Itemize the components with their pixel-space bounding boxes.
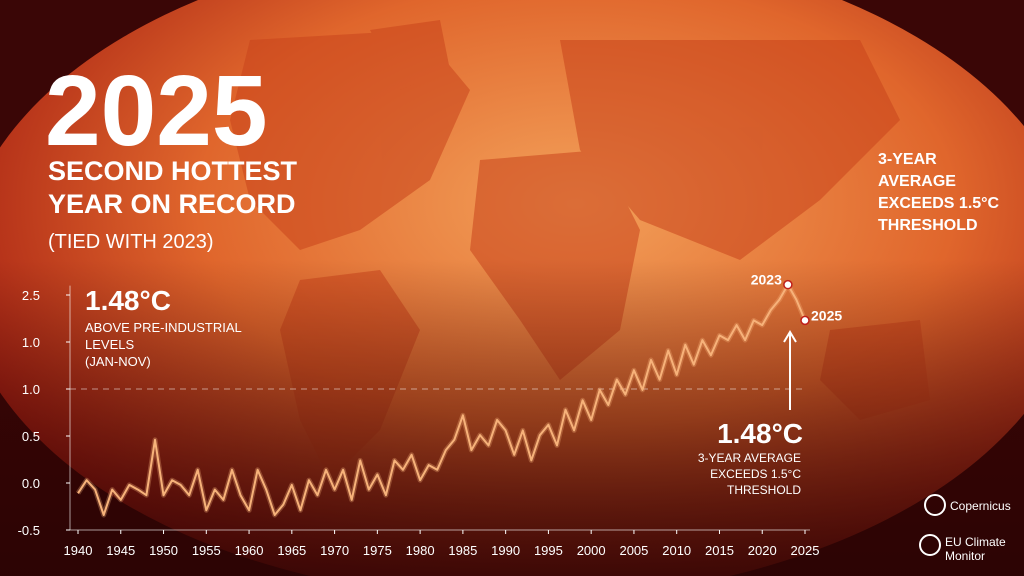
x-tick-label: 1985 [448,543,477,558]
side-callout: 3-YEAR [878,151,937,168]
x-tick-label: 2015 [705,543,734,558]
logo-text: Monitor [945,549,985,563]
headline-note: (TIED WITH 2023) [48,231,214,253]
x-tick-label: 1940 [64,543,93,558]
x-tick-label: 1990 [491,543,520,558]
bottom-line: 3-YEAR AVERAGE [698,451,801,465]
x-tick-label: 1950 [149,543,178,558]
side-callout: THRESHOLD [878,217,978,234]
x-tick-label: 1960 [235,543,264,558]
logo-text: EU Climate [945,535,1006,549]
headline-line: YEAR ON RECORD [48,189,296,219]
logo-icon [919,534,941,556]
x-tick-label: 2025 [791,543,820,558]
bottom-value: 1.48°C [717,418,803,449]
x-tick-label: 1945 [106,543,135,558]
callout-line: (JAN-NOV) [85,354,151,369]
point-label: 2025 [811,307,842,323]
x-tick-label: 1970 [320,543,349,558]
callout-value: 1.48°C [85,285,171,316]
x-tick-label: 1975 [363,543,392,558]
highlight-point [783,279,793,290]
x-tick-label: 2000 [577,543,606,558]
bottom-line: THRESHOLD [727,483,801,497]
logo-icon [924,494,946,516]
arrow [783,330,797,410]
y-tick-label: 0.5 [22,429,40,444]
headline-line: SECOND HOTTEST [48,156,298,186]
callout-line: ABOVE PRE-INDUSTRIAL [85,320,242,335]
highlight-point [800,315,810,326]
x-tick-label: 2020 [748,543,777,558]
callout-line: LEVELS [85,337,134,352]
x-tick-label: 1965 [277,543,306,558]
y-tick-label: 2.5 [22,288,40,303]
y-tick-label: 1.0 [22,382,40,397]
series-line [77,283,806,516]
point-label: 2023 [751,272,782,288]
bottom-line: EXCEEDS 1.5°C [710,467,801,481]
x-tick-label: 2005 [619,543,648,558]
x-tick-label: 2010 [662,543,691,558]
y-tick-label: 1.0 [22,335,40,350]
x-tick-label: 1995 [534,543,563,558]
headline-year: 2025 [45,55,267,167]
y-tick-label: -0.5 [18,523,40,538]
side-callout: EXCEEDS 1.5°C [878,195,1000,212]
x-tick-label: 1955 [192,543,221,558]
logo-text: Copernicus [950,499,1011,513]
x-tick-label: 1980 [406,543,435,558]
y-tick-label: 0.0 [22,476,40,491]
side-callout: AVERAGE [878,173,956,190]
